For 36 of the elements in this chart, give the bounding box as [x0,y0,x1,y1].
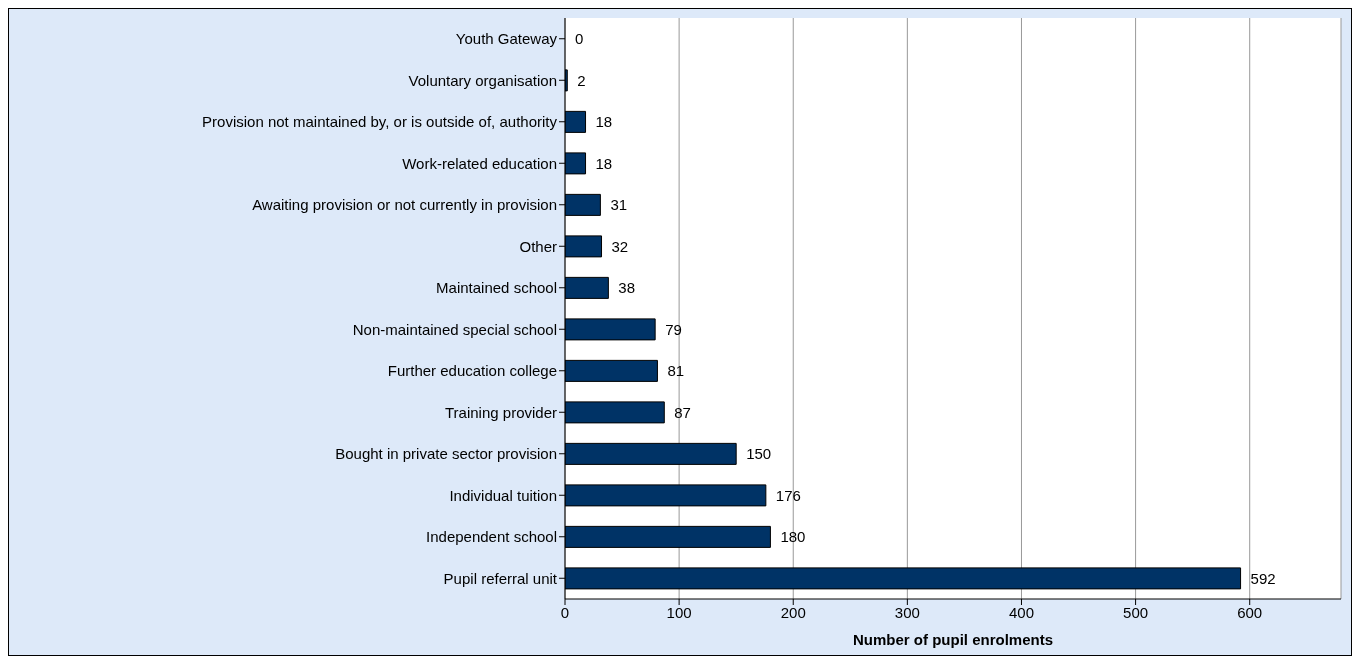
x-tick-label: 200 [780,603,806,621]
data-label: 180 [780,528,806,546]
data-label: 176 [775,486,801,504]
x-tick-label: 600 [1237,603,1263,621]
data-label: 18 [595,154,613,172]
y-tick-label: Provision not maintained by, or is outside of, authority [202,113,558,131]
y-tick-label: Youth Gateway [455,30,558,48]
y-tick-label: Voluntary organisation [408,71,557,89]
y-tick-label: Awaiting provision or not currently in provision [252,196,557,214]
x-axis-title: Number of pupil enrolments [852,631,1054,648]
y-tick-label: Independent school [426,528,557,546]
x-tick-label: 100 [666,603,692,621]
x-tick-label: 0 [560,603,570,621]
data-label: 87 [674,403,691,421]
y-tick-label: Further education college [387,362,557,380]
data-label: 150 [746,445,772,463]
y-tick-label: Training provider [445,403,557,421]
y-tick-label: Bought in private sector provision [335,445,557,463]
data-label: 79 [665,320,682,338]
y-tick-label: Maintained school [436,279,557,297]
y-tick-label: Work-related education [402,154,557,172]
data-label: 32 [611,237,629,255]
x-tick-label: 400 [1008,603,1034,621]
x-tick-label: 500 [1123,603,1149,621]
y-tick-label: Individual tuition [449,486,557,504]
y-tick-label: Other [519,237,557,255]
data-label: 31 [610,196,628,214]
data-label: 81 [667,362,685,380]
y-tick-label: Non-maintained special school [352,320,557,338]
data-label: 38 [618,279,636,297]
data-label: 0 [575,30,584,48]
x-tick-label: 300 [894,603,920,621]
y-tick-label: Pupil referral unit [443,569,558,587]
data-label: 18 [595,113,613,131]
data-label: 592 [1250,569,1276,587]
data-label: 2 [577,71,586,89]
